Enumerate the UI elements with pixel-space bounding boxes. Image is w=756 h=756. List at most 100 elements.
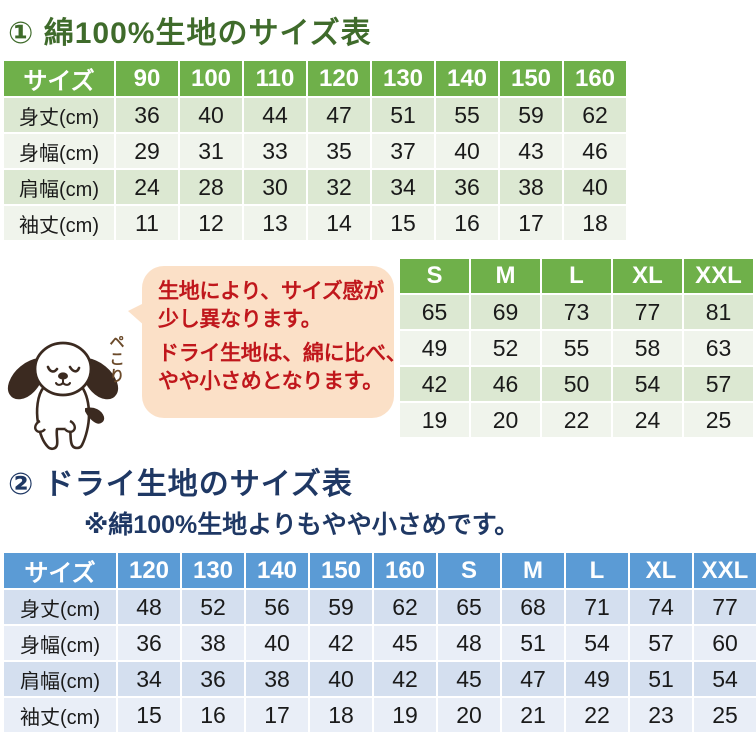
table-cell: 36 xyxy=(436,170,498,204)
table-cell: 55 xyxy=(436,98,498,132)
table-cell: 45 xyxy=(438,662,500,696)
table-cell: 34 xyxy=(118,662,180,696)
table-cell: 59 xyxy=(310,590,372,624)
table-cell: 77 xyxy=(694,590,756,624)
table-header-row: サイズ 90 100 110 120 130 140 150 160 xyxy=(4,61,626,96)
table-cell: 25 xyxy=(694,698,756,732)
table-cell: 36 xyxy=(118,626,180,660)
table-cell: 65 xyxy=(438,590,500,624)
table-header-row: サイズ 120 130 140 150 160 S M L XL XXL xyxy=(4,553,756,588)
table-cell: 48 xyxy=(438,626,500,660)
table-cell: 24 xyxy=(116,170,178,204)
table-cell: 36 xyxy=(182,662,244,696)
table-cell: 17 xyxy=(500,206,562,240)
table-cell: 38 xyxy=(500,170,562,204)
table-cell: 52 xyxy=(471,331,540,365)
table-cell: 57 xyxy=(684,367,753,401)
table-cell: 59 xyxy=(500,98,562,132)
cotton-kids-size-table: サイズ 90 100 110 120 130 140 150 160 身丈(cm… xyxy=(2,59,628,242)
column-header-90: 90 xyxy=(116,61,178,96)
table-cell: 56 xyxy=(246,590,308,624)
table-cell: 13 xyxy=(244,206,306,240)
table-cell: 65 xyxy=(400,295,469,329)
table-row: 19 20 22 24 25 xyxy=(400,403,753,437)
column-header-l: L xyxy=(542,259,611,293)
section-two-subheading: ※綿100%生地よりもやや小さめです。 xyxy=(84,511,520,539)
table-cell: 40 xyxy=(310,662,372,696)
table-cell: 12 xyxy=(180,206,242,240)
table-cell: 46 xyxy=(471,367,540,401)
table-cell: 24 xyxy=(613,403,682,437)
row-label: 袖丈(cm) xyxy=(4,698,116,732)
table-cell: 14 xyxy=(308,206,370,240)
table-cell: 18 xyxy=(310,698,372,732)
table-cell: 45 xyxy=(374,626,436,660)
column-header-130: 130 xyxy=(372,61,434,96)
table-cell: 34 xyxy=(372,170,434,204)
table-cell: 55 xyxy=(542,331,611,365)
table-cell: 54 xyxy=(694,662,756,696)
row-label: 身幅(cm) xyxy=(4,626,116,660)
column-header-l: L xyxy=(566,553,628,588)
table-row: 65 69 73 77 81 xyxy=(400,295,753,329)
bubble-line: やや小さめとなります。 xyxy=(158,370,383,393)
table-cell: 54 xyxy=(566,626,628,660)
pekori-char-3: り xyxy=(109,368,125,385)
table-row: 49 52 55 58 63 xyxy=(400,331,753,365)
table-cell: 29 xyxy=(116,134,178,168)
column-header-size: サイズ xyxy=(4,553,116,588)
table-cell: 51 xyxy=(630,662,692,696)
table-cell: 63 xyxy=(684,331,753,365)
table-cell: 35 xyxy=(308,134,370,168)
table-cell: 81 xyxy=(684,295,753,329)
column-header-160: 160 xyxy=(374,553,436,588)
row-label: 肩幅(cm) xyxy=(4,170,114,204)
table-cell: 11 xyxy=(116,206,178,240)
table-cell: 16 xyxy=(182,698,244,732)
table-cell: 47 xyxy=(308,98,370,132)
table-cell: 42 xyxy=(310,626,372,660)
table-cell: 36 xyxy=(116,98,178,132)
table-cell: 18 xyxy=(564,206,626,240)
table-cell: 62 xyxy=(564,98,626,132)
pekori-char-2: こ xyxy=(109,351,125,368)
table-cell: 40 xyxy=(246,626,308,660)
table-row: 袖丈(cm) 11 12 13 14 15 16 17 18 xyxy=(4,206,626,240)
table-cell: 57 xyxy=(630,626,692,660)
table-cell: 21 xyxy=(502,698,564,732)
table-row: 肩幅(cm) 34 36 38 40 42 45 47 49 51 54 xyxy=(4,662,756,696)
dry-size-table: サイズ 120 130 140 150 160 S M L XL XXL 身丈(… xyxy=(2,551,756,734)
table-cell: 25 xyxy=(684,403,753,437)
table-cell: 69 xyxy=(471,295,540,329)
table-cell: 50 xyxy=(542,367,611,401)
table-cell: 47 xyxy=(502,662,564,696)
bubble-line: ドライ生地は、綿に比べ、 xyxy=(158,342,407,365)
table-cell: 16 xyxy=(436,206,498,240)
table-cell: 51 xyxy=(502,626,564,660)
table-cell: 23 xyxy=(630,698,692,732)
speech-bubble-tail xyxy=(128,302,146,327)
column-header-xxl: XXL xyxy=(684,259,753,293)
column-header-m: M xyxy=(471,259,540,293)
column-header-160: 160 xyxy=(564,61,626,96)
column-header-150: 150 xyxy=(310,553,372,588)
table-cell: 46 xyxy=(564,134,626,168)
table-cell: 62 xyxy=(374,590,436,624)
column-header-110: 110 xyxy=(244,61,306,96)
row-label: 袖丈(cm) xyxy=(4,206,114,240)
table-cell: 31 xyxy=(180,134,242,168)
table-cell: 38 xyxy=(246,662,308,696)
table-cell: 32 xyxy=(308,170,370,204)
table-cell: 20 xyxy=(471,403,540,437)
table-cell: 40 xyxy=(180,98,242,132)
pekori-sound-effect: ペ こ り xyxy=(106,334,128,385)
table-row: 肩幅(cm) 24 28 30 32 34 36 38 40 xyxy=(4,170,626,204)
table-cell: 22 xyxy=(542,403,611,437)
column-header-s: S xyxy=(438,553,500,588)
column-header-xl: XL xyxy=(630,553,692,588)
table-cell: 71 xyxy=(566,590,628,624)
table-cell: 40 xyxy=(564,170,626,204)
table-cell: 44 xyxy=(244,98,306,132)
row-label: 肩幅(cm) xyxy=(4,662,116,696)
table-cell: 74 xyxy=(630,590,692,624)
